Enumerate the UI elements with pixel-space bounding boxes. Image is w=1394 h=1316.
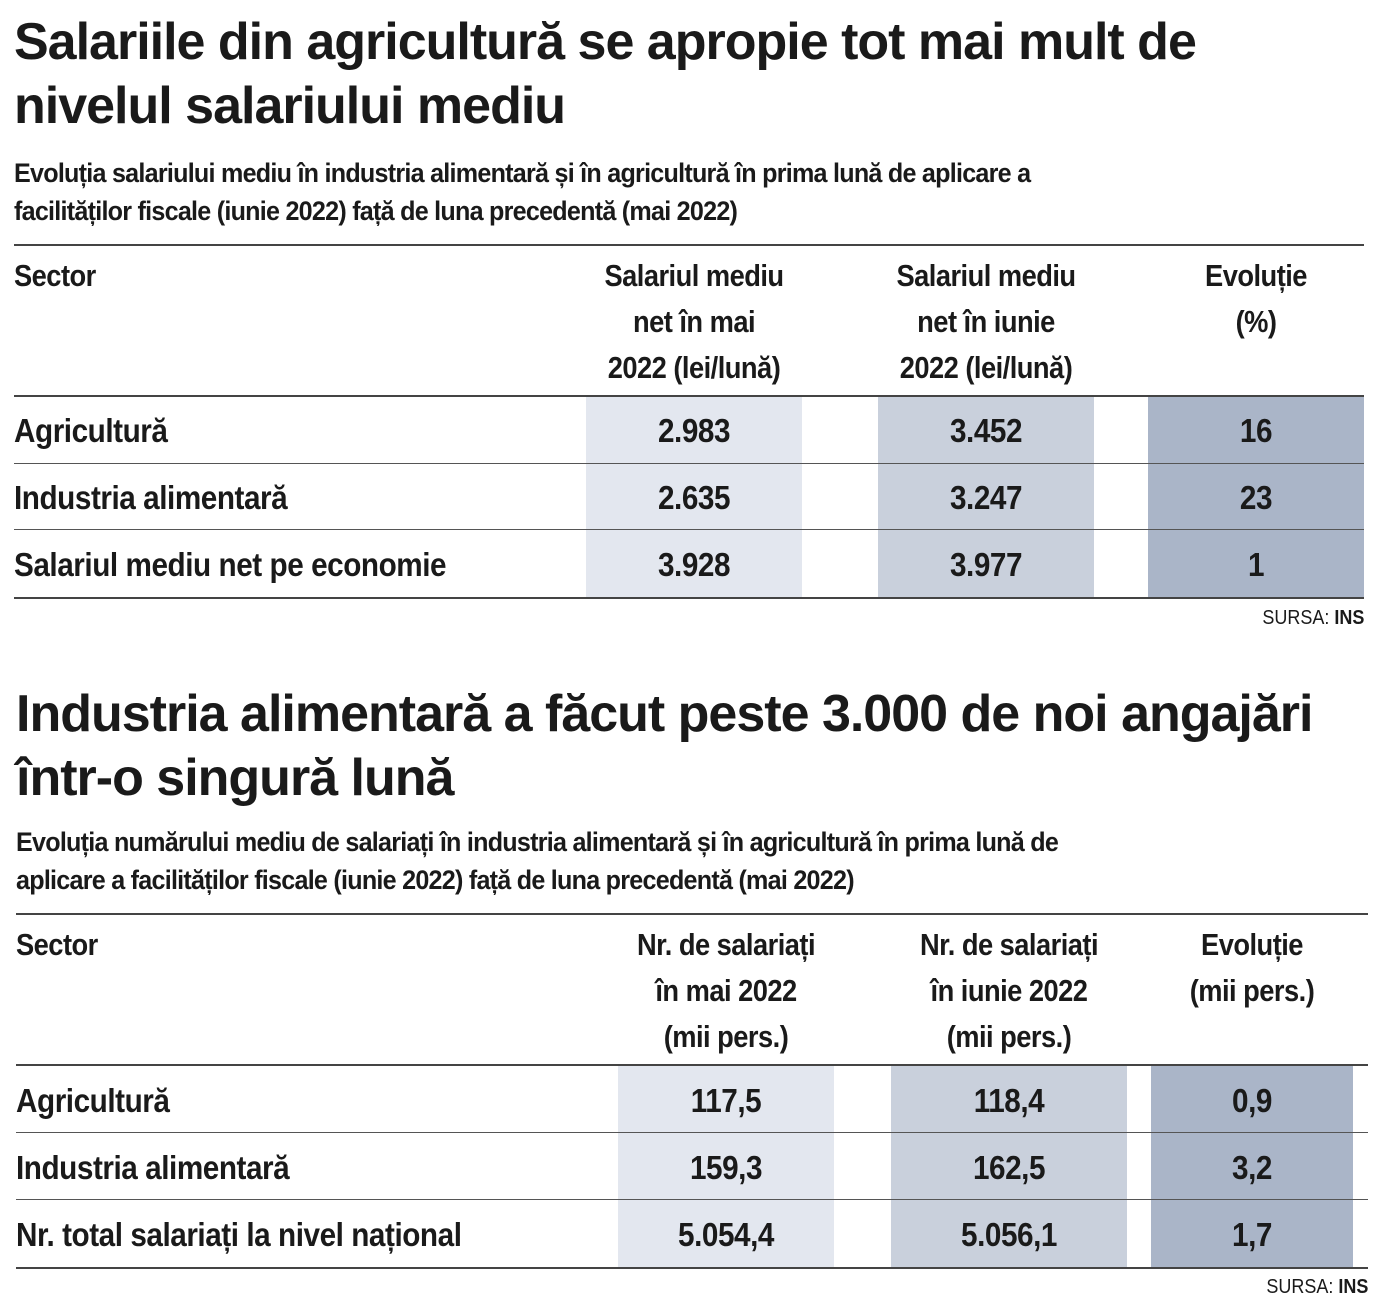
employees-header-may: Nr. de salariați în mai 2022 (mii pers.) xyxy=(636,927,816,1054)
row-june-value: 5.056,1 xyxy=(961,1216,1057,1253)
employees-title-line-2: într-o singură lună xyxy=(16,749,454,807)
row-evolution-value: 1 xyxy=(1247,546,1265,583)
row-sector: Industria alimentară xyxy=(14,479,288,516)
row-evolution-value: 3,2 xyxy=(1232,1149,1272,1186)
row-evolution-value: 16 xyxy=(1239,412,1273,449)
salary-header-may: Salariul mediu net în mai 2022 (lei/lună… xyxy=(604,258,784,385)
row-evolution-value: 23 xyxy=(1239,479,1273,516)
row-sector: Agricultură xyxy=(16,1082,170,1119)
row-evolution-value: 0,9 xyxy=(1232,1082,1272,1119)
row-divider xyxy=(14,463,1364,464)
row-may-value: 117,5 xyxy=(690,1082,762,1119)
salary-title-line-1: Salariile din agricultură se apropie tot… xyxy=(14,13,1197,71)
salary-header-sector: Sector xyxy=(14,258,96,293)
salary-title-line-2: nivelul salariului mediu xyxy=(14,77,566,135)
employees-header-evolution: Evoluție (mii pers.) xyxy=(1189,927,1315,1008)
employees-body-bottom-rule xyxy=(16,1267,1368,1269)
row-june-value: 3.977 xyxy=(949,546,1023,583)
row-sector: Industria alimentară xyxy=(16,1149,290,1186)
salary-body-top-rule xyxy=(14,395,1364,397)
employees-table-title: Industria alimentară a făcut peste 3.000… xyxy=(16,682,1386,810)
row-june-value: 118,4 xyxy=(973,1082,1045,1119)
employees-subtitle-line-2: aplicare a facilităților fiscale (iunie … xyxy=(16,865,855,895)
employees-body-top-rule xyxy=(16,1064,1368,1066)
row-divider xyxy=(14,529,1364,530)
salary-header-top-rule xyxy=(14,244,1364,246)
row-june-value: 162,5 xyxy=(972,1149,1046,1186)
salary-may-column-band xyxy=(586,396,802,598)
employees-source-note: SURSA: INS xyxy=(1265,1276,1368,1298)
employees-table-subtitle: Evoluția numărului mediu de salariați în… xyxy=(16,823,1059,899)
row-june-value: 3.452 xyxy=(949,412,1023,449)
salary-june-column-band xyxy=(878,396,1094,598)
salary-table-title: Salariile din agricultură se apropie tot… xyxy=(14,10,1384,138)
salary-evolution-column-band xyxy=(1148,396,1364,598)
employees-title-line-1: Industria alimentară a făcut peste 3.000… xyxy=(16,685,1313,743)
row-may-value: 3.928 xyxy=(657,546,731,583)
salary-subtitle-line-1: Evoluția salariului mediu în industria a… xyxy=(14,158,1031,188)
salary-body-bottom-rule xyxy=(14,597,1364,599)
salary-table-subtitle: Evoluția salariului mediu în industria a… xyxy=(14,154,1031,230)
row-may-value: 2.983 xyxy=(657,412,731,449)
employees-evolution-column-band xyxy=(1151,1065,1353,1267)
employees-header-sector: Sector xyxy=(16,927,98,962)
salary-header-evolution: Evoluție (%) xyxy=(1205,258,1307,339)
row-divider xyxy=(16,1199,1368,1200)
employees-subtitle-line-1: Evoluția numărului mediu de salariați în… xyxy=(16,827,1059,857)
salary-table-section: Salariile din agricultură se apropie tot… xyxy=(0,0,1394,640)
row-sector: Agricultură xyxy=(14,412,168,449)
row-may-value: 159,3 xyxy=(689,1149,763,1186)
salary-subtitle-line-2: facilităților fiscale (iunie 2022) față … xyxy=(14,196,738,226)
employees-may-column-band xyxy=(618,1065,834,1267)
row-sector: Salariul mediu net pe economie xyxy=(14,546,447,583)
row-may-value: 5.054,4 xyxy=(678,1216,774,1253)
row-evolution-value: 1,7 xyxy=(1232,1216,1272,1253)
salary-source-note: SURSA: INS xyxy=(1261,607,1364,629)
row-divider xyxy=(16,1132,1368,1133)
salary-header-june: Salariul mediu net în iunie 2022 (lei/lu… xyxy=(896,258,1076,385)
employees-header-june: Nr. de salariați în iunie 2022 (mii pers… xyxy=(919,927,1099,1054)
row-june-value: 3.247 xyxy=(949,479,1023,516)
row-may-value: 2.635 xyxy=(657,479,731,516)
employees-june-column-band xyxy=(891,1065,1127,1267)
employees-header-top-rule xyxy=(16,913,1368,915)
row-sector: Nr. total salariați la nivel național xyxy=(16,1216,462,1253)
